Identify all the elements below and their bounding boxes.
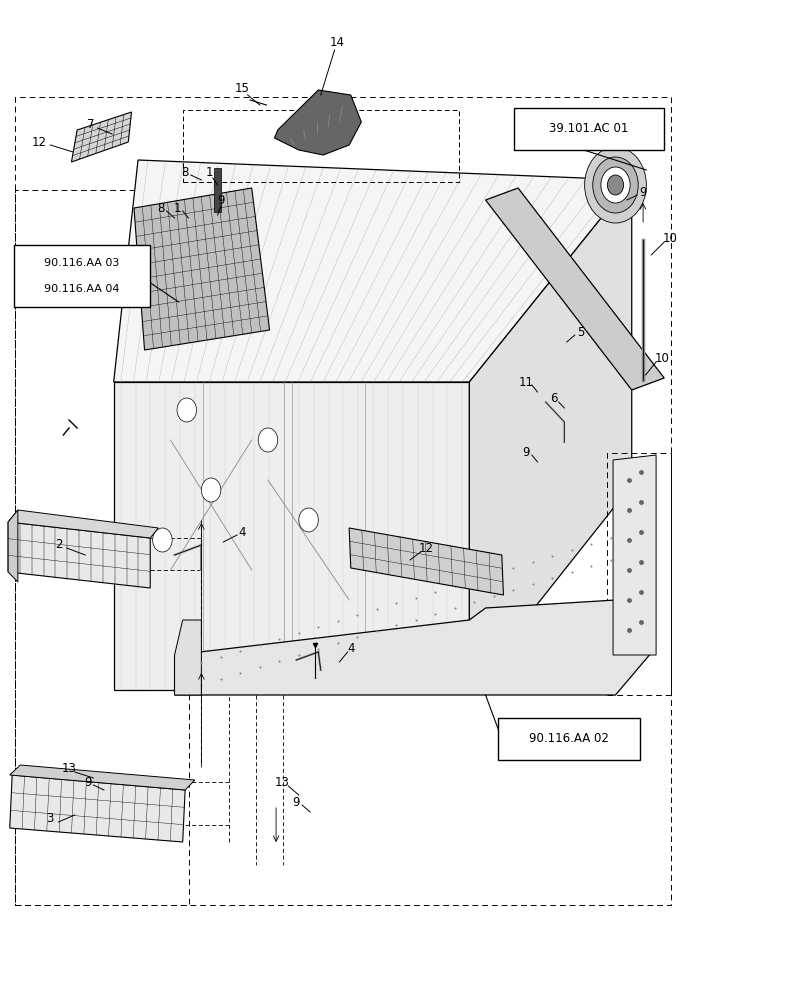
Text: 14: 14: [329, 35, 344, 48]
Polygon shape: [8, 522, 150, 588]
Text: 12: 12: [418, 542, 433, 554]
Polygon shape: [214, 168, 221, 212]
Text: 4: 4: [346, 642, 354, 654]
Text: 8: 8: [181, 165, 189, 178]
Text: 10: 10: [662, 232, 676, 244]
Circle shape: [584, 147, 646, 223]
Text: 90.116.AA 02: 90.116.AA 02: [528, 732, 608, 746]
Circle shape: [607, 175, 623, 195]
Text: 9: 9: [638, 186, 646, 198]
FancyBboxPatch shape: [14, 245, 150, 307]
Text: 13: 13: [275, 776, 290, 788]
Text: 3: 3: [46, 812, 54, 824]
Circle shape: [298, 508, 318, 532]
Text: 2: 2: [54, 538, 62, 552]
Text: 15: 15: [234, 82, 249, 95]
Text: 4: 4: [238, 526, 246, 538]
Text: 9: 9: [84, 776, 92, 788]
Polygon shape: [174, 600, 653, 695]
Polygon shape: [469, 180, 631, 690]
Text: 8: 8: [157, 202, 165, 215]
Circle shape: [177, 398, 196, 422]
Text: 1: 1: [173, 202, 181, 215]
Text: 9: 9: [292, 796, 300, 808]
Polygon shape: [71, 112, 131, 162]
Bar: [607, 453, 670, 695]
Polygon shape: [485, 188, 663, 390]
Polygon shape: [8, 510, 158, 538]
Text: 12: 12: [32, 135, 46, 148]
Bar: [15, 190, 189, 905]
Text: 1: 1: [205, 165, 213, 178]
Text: 90.116.AA 04: 90.116.AA 04: [45, 284, 119, 294]
Text: 90.116.AA 03: 90.116.AA 03: [45, 258, 119, 268]
Polygon shape: [114, 382, 469, 690]
Polygon shape: [8, 510, 18, 582]
Circle shape: [152, 528, 172, 552]
Polygon shape: [174, 620, 201, 695]
FancyBboxPatch shape: [497, 718, 639, 760]
Circle shape: [592, 157, 637, 213]
Circle shape: [600, 167, 629, 203]
Text: 5: 5: [576, 326, 584, 338]
Text: 11: 11: [518, 375, 533, 388]
Bar: [15, 97, 670, 905]
Polygon shape: [114, 160, 631, 382]
Polygon shape: [10, 765, 195, 790]
Circle shape: [201, 478, 221, 502]
Text: 9: 9: [521, 446, 530, 458]
Text: 6: 6: [549, 391, 557, 404]
Polygon shape: [612, 455, 655, 655]
Polygon shape: [10, 775, 185, 842]
Text: 9: 9: [217, 194, 225, 207]
Polygon shape: [134, 188, 269, 350]
Text: 39.101.AC 01: 39.101.AC 01: [549, 122, 628, 135]
Polygon shape: [349, 528, 503, 595]
Text: 7: 7: [87, 118, 95, 131]
Polygon shape: [274, 90, 361, 155]
Text: 13: 13: [62, 762, 76, 774]
Bar: [182, 110, 458, 182]
FancyBboxPatch shape: [513, 108, 663, 150]
Text: 10: 10: [654, 352, 668, 364]
Circle shape: [258, 428, 277, 452]
